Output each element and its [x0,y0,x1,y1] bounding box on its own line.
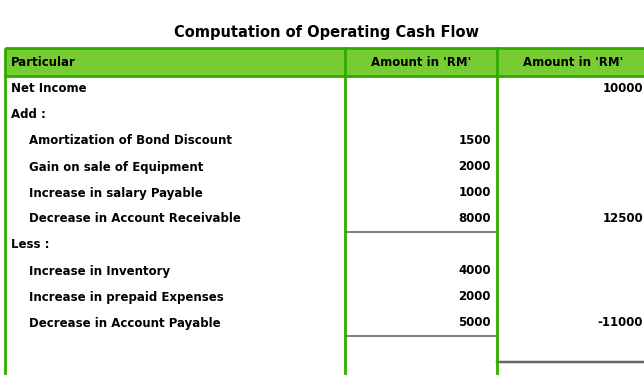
Text: Increase in Inventory: Increase in Inventory [29,264,170,278]
Text: -11000: -11000 [598,316,643,330]
Text: Computation of Operating Cash Flow: Computation of Operating Cash Flow [175,25,480,40]
Text: 10000: 10000 [602,82,643,96]
Text: Less :: Less : [11,238,50,252]
Text: Decrease in Account Receivable: Decrease in Account Receivable [29,213,241,225]
Text: 2000: 2000 [459,160,491,174]
Text: Amortization of Bond Discount: Amortization of Bond Discount [29,135,232,147]
Text: Increase in prepaid Expenses: Increase in prepaid Expenses [29,291,223,303]
Text: 1500: 1500 [459,135,491,147]
Text: Particular: Particular [11,56,76,69]
Text: 4000: 4000 [459,264,491,278]
Text: Amount in 'RM': Amount in 'RM' [523,56,623,69]
Text: 2000: 2000 [459,291,491,303]
Text: Gain on sale of Equipment: Gain on sale of Equipment [29,160,204,174]
Text: Add :: Add : [11,108,46,122]
Text: Decrease in Account Payable: Decrease in Account Payable [29,316,221,330]
Text: Net Income: Net Income [11,82,87,96]
Text: 8000: 8000 [459,213,491,225]
Text: Increase in salary Payable: Increase in salary Payable [29,186,203,200]
Text: Amount in 'RM': Amount in 'RM' [371,56,471,69]
Text: 12500: 12500 [602,213,643,225]
Bar [5,48,644,76]
Text: 5000: 5000 [459,316,491,330]
Text: 1000: 1000 [459,186,491,200]
